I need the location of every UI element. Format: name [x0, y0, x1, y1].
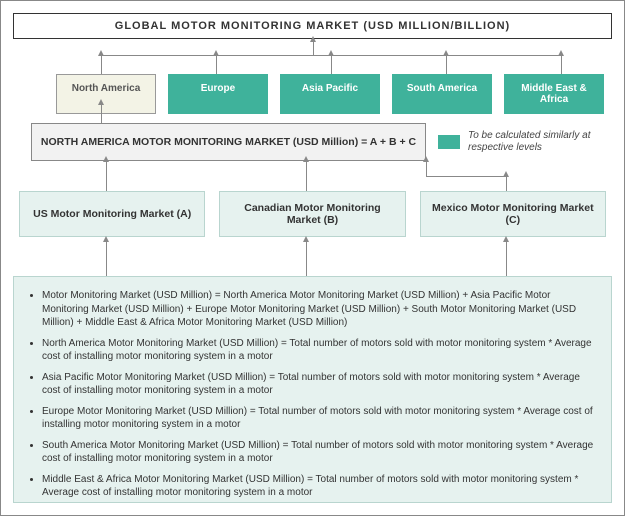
- region-south-america: South America: [392, 74, 492, 114]
- arrow-us-up: [106, 161, 107, 191]
- note-1: North America Motor Monitoring Market (U…: [42, 337, 597, 364]
- legend-text: To be calculated similarly at respective…: [468, 130, 604, 154]
- arrow-notes-ca: [306, 241, 307, 276]
- arrow-ap-up: [331, 55, 332, 74]
- arrow-mx-up-v: [506, 176, 507, 191]
- arrow-mx-up-v2: [426, 161, 427, 176]
- arrow-title-center: [313, 41, 314, 55]
- region-asia-pacific: Asia Pacific: [280, 74, 380, 114]
- arrow-na-up: [101, 55, 102, 74]
- arrow-mea-up: [561, 55, 562, 74]
- region-row: North America Europe Asia Pacific South …: [56, 74, 604, 114]
- arrow-na-to-formula: [101, 104, 102, 123]
- region-north-america: North America: [56, 74, 156, 114]
- country-us: US Motor Monitoring Market (A): [19, 191, 205, 237]
- formula-text: NORTH AMERICA MOTOR MONITORING MARKET (U…: [41, 136, 416, 148]
- notes-box: Motor Monitoring Market (USD Million) = …: [13, 276, 612, 503]
- region-europe: Europe: [168, 74, 268, 114]
- arrow-mx-up-h: [426, 176, 506, 177]
- formula-box: NORTH AMERICA MOTOR MONITORING MARKET (U…: [31, 123, 426, 161]
- note-2: Asia Pacific Motor Monitoring Market (US…: [42, 371, 597, 398]
- country-row: US Motor Monitoring Market (A) Canadian …: [19, 191, 606, 237]
- legend-swatch: [438, 135, 460, 149]
- note-4: South America Motor Monitoring Market (U…: [42, 439, 597, 466]
- notes-list: Motor Monitoring Market (USD Million) = …: [28, 289, 597, 500]
- arrow-notes-mx: [506, 241, 507, 276]
- note-0: Motor Monitoring Market (USD Million) = …: [42, 289, 597, 330]
- note-5: Middle East & Africa Motor Monitoring Ma…: [42, 473, 597, 500]
- country-canada: Canadian Motor Monitoring Market (B): [219, 191, 405, 237]
- arrow-ca-up: [306, 161, 307, 191]
- arrow-eu-up: [216, 55, 217, 74]
- formula-row: NORTH AMERICA MOTOR MONITORING MARKET (U…: [31, 123, 604, 161]
- note-3: Europe Motor Monitoring Market (USD Mill…: [42, 405, 597, 432]
- region-mea: Middle East & Africa: [504, 74, 604, 114]
- arrow-notes-us: [106, 241, 107, 276]
- arrow-sa-up: [446, 55, 447, 74]
- country-mexico: Mexico Motor Monitoring Market (C): [420, 191, 606, 237]
